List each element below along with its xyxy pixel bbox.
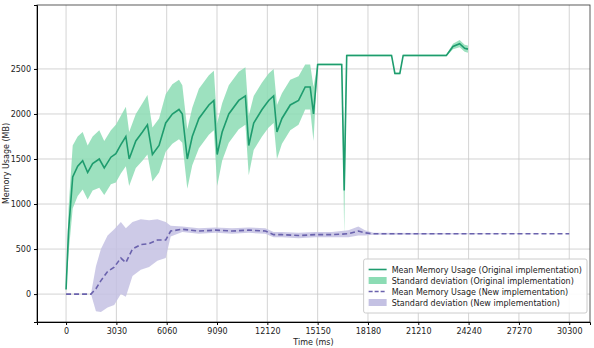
x-tick-label: 24240 [456, 327, 481, 336]
y-axis: 0 500 1000 1500 2000 2500 [11, 6, 38, 323]
x-tick-label: 18180 [356, 327, 381, 336]
grid-line-x [267, 5, 268, 322]
y-tick-label: 1500 [11, 155, 31, 164]
legend: Mean Memory Usage (Original implementati… [364, 259, 587, 313]
x-tick: 30300 [557, 322, 582, 336]
y-tick: 500 [16, 245, 37, 254]
grid-line-y [37, 204, 590, 205]
legend-label: Mean Memory Usage (Original implementati… [392, 266, 582, 275]
mean-line [66, 44, 468, 290]
y-tick: 2500 [11, 65, 37, 74]
y-tick-label: 0 [26, 290, 31, 299]
x-axis-title: Time (ms) [292, 338, 333, 347]
y-tick-label: 2000 [11, 110, 31, 119]
x-tick-mark [519, 322, 520, 325]
x-tick-mark [167, 322, 168, 325]
y-axis-line [34, 6, 38, 323]
x-tick-label: 0 [64, 327, 69, 336]
grid-line-x [166, 5, 167, 322]
x-tick: 6060 [157, 322, 177, 336]
x-tick-mark [418, 322, 419, 325]
x-axis-line [38, 323, 591, 326]
x-tick-mark [66, 322, 67, 325]
legend-label: Standard deviation (New implementation) [392, 299, 560, 308]
legend-label: Mean Memory Usage (New implementation) [392, 288, 569, 297]
x-tick-label: 30300 [557, 327, 582, 336]
legend-swatch [369, 277, 387, 284]
y-tick-mark [34, 69, 37, 70]
chart: 0 3030 6060 9090 12120 15150 18180 21210 24240 27… [0, 0, 594, 348]
x-tick-label: 9090 [207, 327, 227, 336]
x-tick-label: 3030 [107, 327, 127, 336]
y-tick-mark [34, 294, 37, 295]
x-tick-mark [267, 322, 268, 325]
legend-label: Standard deviation (Original implementat… [392, 277, 574, 286]
y-tick: 1000 [11, 200, 37, 209]
x-tick: 21210 [406, 322, 431, 336]
y-tick-mark [34, 204, 37, 205]
y-tick: 0 [26, 290, 37, 299]
x-tick-label: 21210 [406, 327, 431, 336]
x-tick: 24240 [456, 322, 481, 336]
legend-box [364, 259, 587, 313]
y-tick: 1500 [11, 155, 37, 164]
x-tick-mark [217, 322, 218, 325]
x-tick-mark [116, 322, 117, 325]
frame [37, 5, 590, 322]
y-tick-mark [34, 249, 37, 250]
y-tick-label: 2500 [11, 65, 31, 74]
y-tick-label: 500 [16, 245, 31, 254]
legend-swatch [369, 299, 387, 306]
x-tick-label: 12120 [255, 327, 280, 336]
x-tick: 27270 [507, 322, 532, 336]
y-tick-label: 1000 [11, 200, 31, 209]
y-axis-title: Memory Usage (MB) [2, 123, 11, 204]
y-tick-mark [34, 159, 37, 160]
x-tick-label: 15150 [305, 327, 330, 336]
x-tick: 3030 [107, 322, 127, 336]
plot: 0 3030 6060 9090 12120 15150 18180 21210 24240 27… [11, 5, 591, 336]
x-tick-mark [318, 322, 319, 325]
x-tick: 9090 [207, 322, 227, 336]
x-tick: 18180 [356, 322, 381, 336]
x-tick: 0 [64, 322, 69, 336]
x-tick-label: 6060 [157, 327, 177, 336]
x-tick: 15150 [305, 322, 330, 336]
grid [37, 5, 590, 322]
legend-swatch [369, 269, 387, 271]
x-tick-mark [368, 322, 369, 325]
x-axis: 0 3030 6060 9090 12120 15150 18180 21210 24240 27… [38, 322, 591, 336]
y-tick-mark [34, 114, 37, 115]
grid-line-x [317, 5, 318, 322]
x-tick-label: 27270 [507, 327, 532, 336]
y-tick: 2000 [11, 110, 37, 119]
legend-swatch [369, 291, 387, 293]
x-tick-mark [569, 322, 570, 325]
x-tick: 12120 [255, 322, 280, 336]
x-tick-mark [469, 322, 470, 325]
grid-line-y [37, 68, 590, 69]
